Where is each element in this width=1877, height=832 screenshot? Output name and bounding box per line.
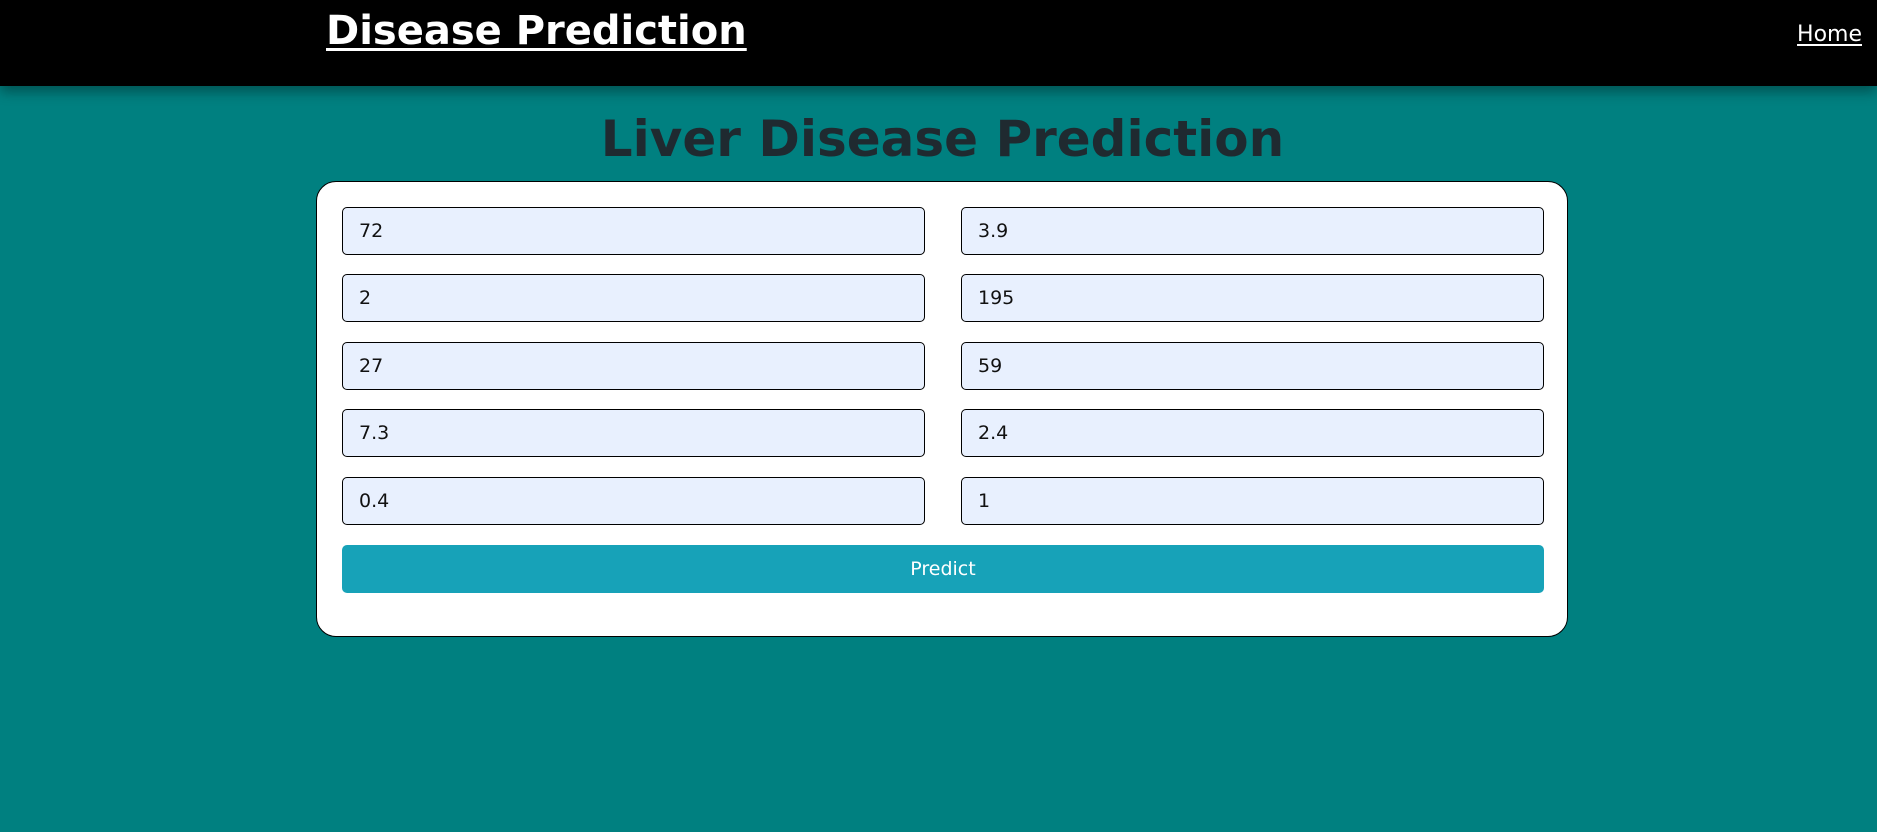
input-field-1[interactable] <box>342 207 925 255</box>
input-field-6[interactable] <box>961 342 1544 390</box>
input-field-3[interactable] <box>342 274 925 322</box>
prediction-form: Predict <box>316 181 1568 637</box>
predict-button[interactable]: Predict <box>342 545 1544 593</box>
input-field-8[interactable] <box>961 409 1544 457</box>
navbar: Disease Prediction Home <box>0 0 1877 86</box>
brand-link[interactable]: Disease Prediction <box>326 8 747 54</box>
home-link[interactable]: Home <box>1797 22 1862 47</box>
page-title: Liver Disease Prediction <box>600 110 1285 168</box>
input-field-5[interactable] <box>342 342 925 390</box>
input-field-7[interactable] <box>342 409 925 457</box>
input-field-2[interactable] <box>961 207 1544 255</box>
input-field-9[interactable] <box>342 477 925 525</box>
input-field-4[interactable] <box>961 274 1544 322</box>
input-field-10[interactable] <box>961 477 1544 525</box>
